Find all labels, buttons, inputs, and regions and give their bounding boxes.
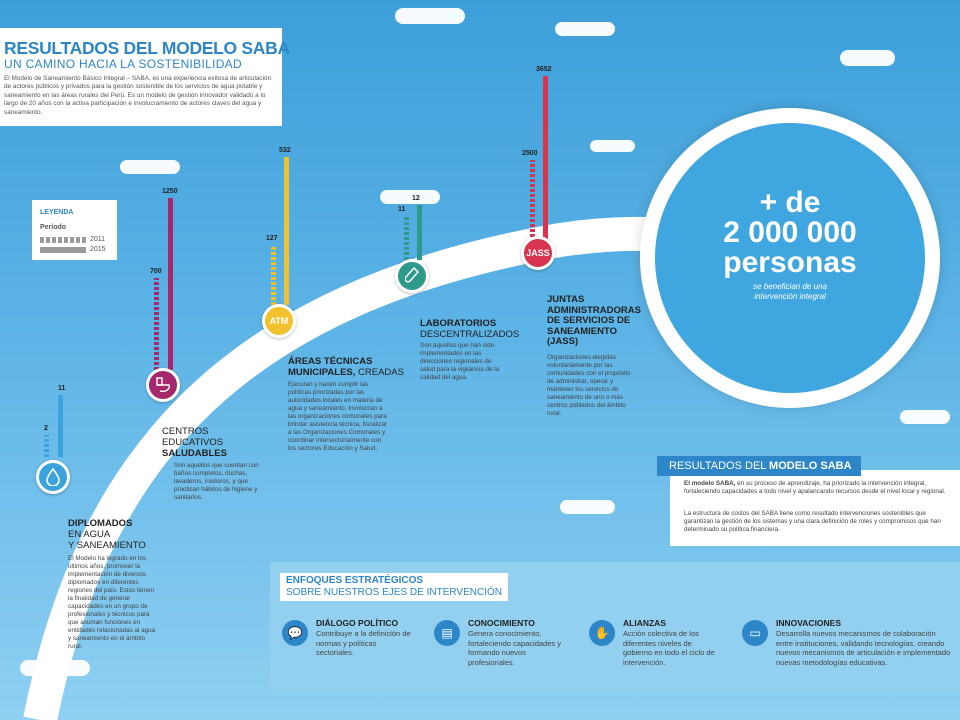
bar-2011 bbox=[404, 216, 409, 260]
cloud bbox=[395, 8, 465, 24]
cloud bbox=[900, 410, 950, 424]
bar-2015 bbox=[284, 157, 289, 305]
results-text-1: El modelo SABA, en su proceso de aprendi… bbox=[684, 480, 946, 495]
bar-2011 bbox=[530, 160, 535, 242]
approach-desc: Desarrolla nuevos mecanismos de colabora… bbox=[776, 629, 951, 667]
item-desc: Ejecutan y hacen cumplir las políticas p… bbox=[288, 381, 388, 452]
value-2015: 11 bbox=[58, 385, 66, 392]
value-2011: 700 bbox=[150, 268, 162, 275]
item-desc: El Modelo ha logrado en los últimos años… bbox=[68, 555, 156, 650]
dialogue-icon: 💬 bbox=[282, 620, 308, 646]
item-title: ÁREAS TÉCNICAS MUNICIPALES, CREADAS bbox=[288, 356, 404, 378]
item-desc: Son aquellos que cuentan con baños compl… bbox=[174, 462, 259, 501]
cloud bbox=[555, 22, 615, 36]
value-2011: 127 bbox=[266, 235, 278, 242]
value-2015: 12 bbox=[412, 195, 420, 202]
legend-swatch-solid bbox=[40, 246, 86, 253]
item-title: DIPLOMADOS EN AGUA Y SANEAMIENTO bbox=[68, 518, 146, 551]
value-2015: 1250 bbox=[162, 188, 178, 195]
approach-title: DIÁLOGO POLÍTICO bbox=[316, 618, 399, 628]
bar-2011 bbox=[154, 278, 159, 370]
page-subtitle: UN CAMINO HACIA LA SOSTENIBILIDAD bbox=[4, 57, 242, 71]
beneficiaries-count: + de 2 000 000 personas bbox=[723, 186, 857, 279]
legend-title: LEYENDA bbox=[40, 209, 74, 216]
item-title: LABORATORIOS DESCENTRALIZADOS bbox=[420, 318, 520, 340]
bar-2011 bbox=[44, 435, 49, 457]
intro-text: El Modelo de Saneamiento Básico Integral… bbox=[4, 75, 272, 116]
cloud bbox=[560, 500, 615, 514]
handshake-icon: ✋ bbox=[589, 620, 615, 646]
cloud bbox=[380, 190, 440, 204]
toilet-icon bbox=[146, 368, 180, 402]
strategic-title: ENFOQUES ESTRATÉGICOS SOBRE NUESTROS EJES… bbox=[280, 573, 508, 601]
bar-2011 bbox=[271, 245, 276, 305]
bar-2015 bbox=[543, 76, 548, 242]
page-title: RESULTADOS DEL MODELO SABA bbox=[4, 38, 290, 58]
beneficiaries-circle bbox=[655, 123, 925, 393]
item-title: JUNTAS ADMINISTRADORAS DE SERVICIOS DE S… bbox=[547, 294, 641, 347]
book-icon: ▤ bbox=[434, 620, 460, 646]
test-tube-icon bbox=[395, 259, 429, 293]
results-box: El modelo SABA, en su proceso de aprendi… bbox=[670, 470, 960, 546]
jass-icon: JASS bbox=[521, 236, 555, 270]
value-2015: 532 bbox=[279, 147, 291, 154]
item-desc: Organizaciones elegidas voluntariamente … bbox=[547, 354, 631, 417]
header-card: RESULTADOS DEL MODELO SABA UN CAMINO HAC… bbox=[0, 28, 290, 126]
legend-swatch-dashed bbox=[40, 236, 86, 243]
bar-2015 bbox=[168, 198, 173, 370]
results-text-2: La estructura de costos del SABA tiene c… bbox=[684, 510, 941, 533]
value-2015: 3652 bbox=[536, 66, 552, 73]
cloud bbox=[590, 140, 635, 152]
legend-row-2011: 2011 bbox=[40, 236, 105, 243]
item-desc: Son aquellos que han sido implementados … bbox=[420, 342, 500, 381]
atm-icon: ATM bbox=[262, 304, 296, 338]
water-drop-icon bbox=[36, 460, 70, 494]
legend: LEYENDA Período 2011 2015 bbox=[32, 200, 117, 260]
item-title: CENTROS EDUCATIVOS SALUDABLES bbox=[162, 426, 227, 459]
bar-2015 bbox=[58, 395, 63, 457]
computer-icon: ▭ bbox=[742, 620, 768, 646]
results-title: RESULTADOS DEL MODELO SABA bbox=[657, 456, 861, 476]
bar-2015 bbox=[417, 205, 422, 260]
approach-desc: Genera conocimiento, fortaleciendo capac… bbox=[468, 629, 561, 667]
cloud bbox=[840, 50, 895, 66]
value-2011: 11 bbox=[398, 206, 406, 213]
approach-desc: Acción colectiva de los diferentes nivel… bbox=[623, 629, 715, 667]
approach-desc: Contribuye a la definición de normas y p… bbox=[316, 629, 411, 657]
beneficiaries-subtitle: se benefician de una intervención integr… bbox=[753, 282, 827, 301]
cloud bbox=[120, 160, 180, 174]
value-2011: 2 bbox=[44, 425, 48, 432]
approach-title: ALIANZAS bbox=[623, 618, 666, 628]
value-2011: 2500 bbox=[522, 150, 538, 157]
legend-row-2015: 2015 bbox=[40, 246, 106, 253]
approach-title: CONOCIMIENTO bbox=[468, 618, 535, 628]
legend-period: Período bbox=[40, 224, 67, 231]
approach-title: INNOVACIONES bbox=[776, 618, 842, 628]
